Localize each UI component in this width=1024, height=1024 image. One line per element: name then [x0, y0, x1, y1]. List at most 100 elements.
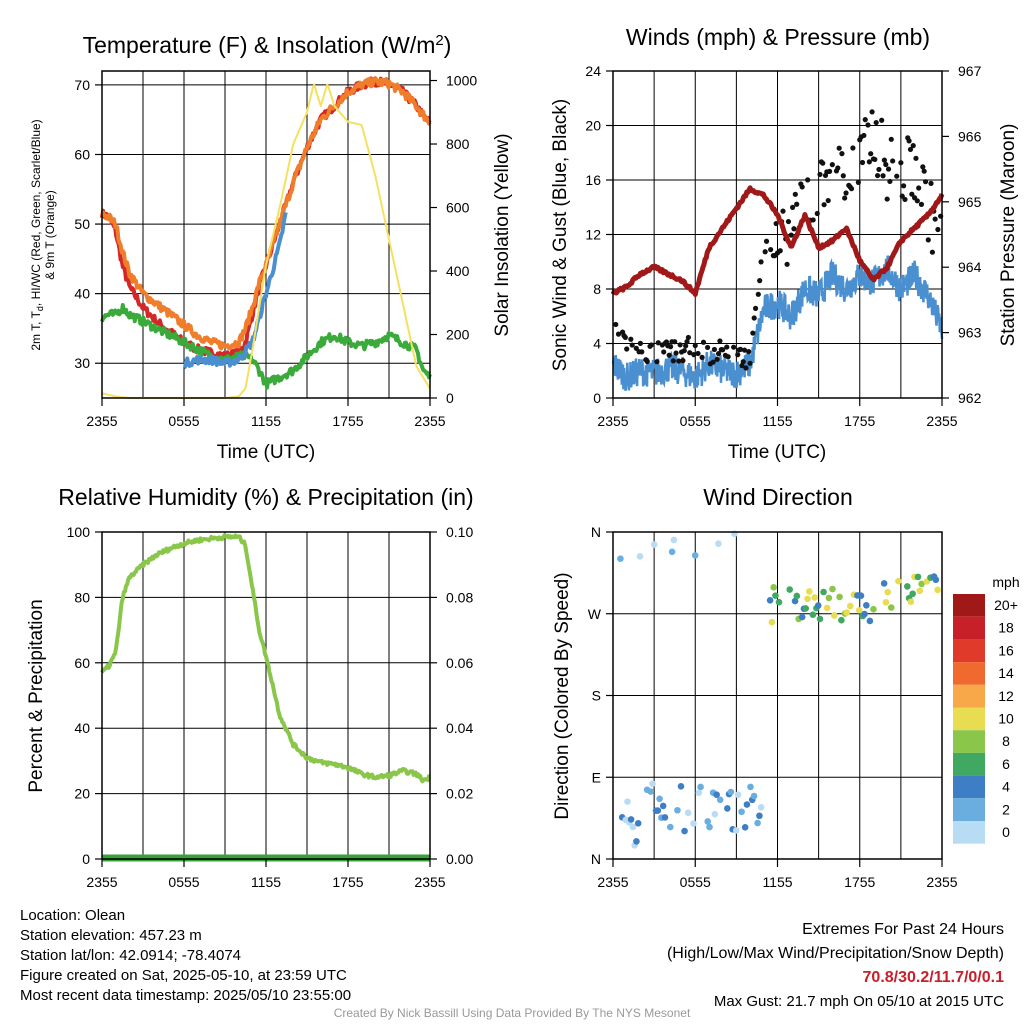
gust-point	[902, 196, 908, 203]
gust-point	[887, 178, 893, 185]
direction-point	[667, 823, 674, 831]
y2-tick-label: 600	[446, 200, 470, 216]
direction-point	[624, 798, 631, 805]
gust-point	[872, 156, 878, 163]
temperature-x-label: Time (UTC)	[217, 442, 316, 463]
legend-label: 4	[1002, 779, 1010, 795]
gust-point	[780, 208, 786, 214]
gust-point	[888, 136, 894, 142]
direction-point	[629, 823, 637, 831]
gust-point	[788, 232, 794, 238]
gust-point	[720, 347, 726, 353]
x-tick-label: 0555	[168, 874, 199, 890]
humidity-grid	[101, 531, 431, 860]
direction-point	[649, 780, 656, 788]
legend-label: 20+	[994, 597, 1018, 613]
gust-point	[681, 348, 687, 354]
direction-point	[904, 583, 911, 590]
gust-point	[692, 342, 698, 349]
gust-point	[615, 331, 622, 337]
y2-tick-label: 0.04	[446, 720, 473, 736]
direction-point	[843, 609, 851, 616]
y2-tick-label: 200	[446, 327, 470, 343]
direction-point	[756, 812, 763, 820]
legend-swatch	[953, 662, 985, 685]
gust-point	[914, 198, 920, 204]
x-tick-label: 1155	[251, 413, 281, 429]
gust-point	[711, 346, 718, 353]
temperature-y-label-2: & 9m T (Orange)	[43, 190, 57, 280]
direction-point	[690, 820, 697, 827]
elevation-text: Station elevation: 457.23 m	[20, 927, 202, 944]
x-tick-label: 2355	[86, 874, 117, 890]
gust-point	[918, 201, 925, 207]
y-tick-label: 60	[74, 146, 90, 162]
direction-point	[870, 605, 877, 613]
x-tick-label: 2355	[86, 413, 117, 429]
hiwc-line	[183, 212, 288, 370]
gust-point	[906, 138, 912, 144]
gust-point	[673, 350, 679, 356]
direction-point	[747, 783, 754, 791]
latlon-text: Station lat/lon: 42.0914; -78.4074	[20, 947, 242, 964]
wind-direction-title: Wind Direction	[703, 484, 853, 510]
gust-point	[725, 354, 731, 360]
gust-point	[850, 145, 856, 151]
direction-point	[727, 788, 735, 796]
y2-tick-label: 967	[958, 63, 982, 79]
legend-label: 8	[1002, 733, 1010, 749]
y-tick-label: 12	[585, 227, 601, 243]
legend-swatch	[953, 639, 985, 663]
gust-point	[890, 158, 896, 164]
gust-point	[768, 246, 774, 253]
legend-swatch	[953, 616, 985, 640]
gust-point	[752, 305, 759, 311]
gust-point	[805, 177, 811, 183]
y-tick-label: N	[591, 524, 601, 540]
humidity-series	[100, 533, 431, 862]
gust-point	[751, 315, 757, 321]
direction-point	[846, 602, 854, 610]
direction-point	[647, 788, 654, 795]
gust-point	[667, 344, 674, 350]
y-tick-label: S	[592, 688, 601, 704]
gust-point	[922, 179, 929, 185]
direction-point	[772, 592, 779, 599]
gust-point	[925, 237, 931, 243]
legend-label: 16	[998, 642, 1014, 658]
gust-point	[839, 151, 845, 157]
wind-direction-panel: Wind Direction 2355 0555 1155 1755 2355 N E S W N…	[552, 484, 1020, 890]
gust-point	[881, 157, 888, 163]
gust-point	[859, 159, 866, 166]
direction-point	[825, 594, 833, 602]
x-tick-label: 2355	[926, 413, 957, 429]
direction-point	[863, 602, 870, 609]
gust-point	[666, 352, 672, 358]
direction-point	[674, 806, 681, 814]
direction-point	[681, 827, 688, 835]
direction-point	[857, 592, 865, 600]
gust-point	[910, 143, 916, 149]
direction-point	[887, 604, 895, 611]
direction-point	[880, 580, 888, 587]
direction-point	[633, 838, 640, 845]
gust-point	[932, 216, 938, 222]
direction-point	[793, 592, 801, 600]
direction-point	[806, 588, 813, 595]
direction-point	[711, 810, 719, 818]
gust-point	[685, 334, 691, 341]
x-tick-label: 0555	[680, 413, 711, 429]
y2-tick-label: 0.06	[446, 655, 473, 671]
direction-point	[823, 604, 831, 612]
y2-tick-label: 1000	[446, 73, 477, 89]
y2-tick-label: 0.02	[446, 786, 473, 802]
direction-point	[855, 607, 863, 614]
gust-point	[710, 359, 716, 365]
x-tick-label: 0555	[680, 874, 711, 890]
gust-point	[920, 164, 926, 170]
gust-point	[884, 196, 890, 202]
direction-point	[884, 588, 892, 596]
wind-direction-y-label: Direction (Colored By Speed)	[552, 572, 573, 819]
y2-tick-label: 0.00	[446, 851, 473, 867]
gust-point	[757, 278, 763, 284]
